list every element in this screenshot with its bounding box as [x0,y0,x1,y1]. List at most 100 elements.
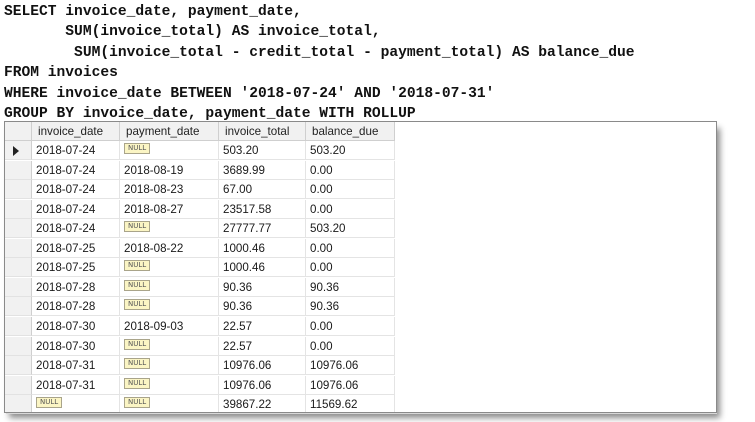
row-selector[interactable] [5,297,32,317]
cell-invoice-total[interactable]: 90.36 [219,297,306,317]
cell-payment-date[interactable]: NULL [120,395,219,412]
table-row[interactable]: 2018-07-24 2018-08-27 23517.58 0.00 [5,199,397,219]
cell-invoice-date[interactable]: 2018-07-30 [32,336,120,356]
cell-payment-date[interactable]: NULL [120,336,219,356]
cell-balance-due[interactable]: 10976.06 [306,356,395,376]
cell-invoice-total[interactable]: 10976.06 [219,356,306,376]
cell-balance-due[interactable]: 0.00 [306,199,395,219]
cell-balance-due[interactable]: 90.36 [306,297,395,317]
sql-line: GROUP BY invoice_date, payment_date WITH… [4,105,416,122]
results-grid[interactable]: invoice_date payment_date invoice_total … [4,121,717,413]
cell-balance-due[interactable]: 0.00 [306,316,395,336]
cell-invoice-date[interactable]: 2018-07-30 [32,316,120,336]
cell-invoice-total[interactable]: 90.36 [219,277,306,297]
table-row[interactable]: 2018-07-31 NULL 10976.06 10976.06 [5,375,397,395]
table-row[interactable]: 2018-07-30 2018-09-03 22.57 0.00 [5,316,397,336]
cell-payment-date[interactable]: 2018-08-22 [120,238,219,258]
row-selector[interactable] [5,180,32,200]
cell-balance-due[interactable]: 503.20 [306,219,395,239]
row-selector[interactable] [5,277,32,297]
cell-payment-date[interactable]: NULL [120,141,219,160]
null-badge: NULL [124,377,151,389]
table-row[interactable]: NULL NULL 39867.22 11569.62 [5,395,397,412]
null-badge: NULL [124,260,151,272]
sql-line: FROM invoices [4,65,118,82]
cell-payment-date[interactable]: NULL [120,297,219,317]
table-row[interactable]: 2018-07-31 NULL 10976.06 10976.06 [5,356,397,376]
cell-payment-date[interactable]: NULL [120,258,219,278]
cell-balance-due[interactable]: 11569.62 [306,395,395,412]
cell-invoice-total[interactable]: 1000.46 [219,258,306,278]
table-row[interactable]: 2018-07-24 2018-08-19 3689.99 0.00 [5,160,397,180]
row-selector[interactable] [5,316,32,336]
cell-balance-due[interactable]: 0.00 [306,180,395,200]
triangle-right-icon [13,146,19,156]
results-header-row: invoice_date payment_date invoice_total … [5,122,397,141]
table-row[interactable]: 2018-07-28 NULL 90.36 90.36 [5,277,397,297]
column-header-invoice-date[interactable]: invoice_date [32,122,120,141]
cell-invoice-date[interactable]: 2018-07-28 [32,277,120,297]
table-row[interactable]: 2018-07-24 NULL 27777.77 503.20 [5,219,397,239]
cell-balance-due[interactable]: 10976.06 [306,375,395,395]
table-row[interactable]: 2018-07-24 NULL 503.20 503.20 [5,141,397,160]
cell-invoice-date[interactable]: 2018-07-24 [32,160,120,180]
cell-invoice-date[interactable]: 2018-07-24 [32,199,120,219]
cell-balance-due[interactable]: 90.36 [306,277,395,297]
cell-balance-due[interactable]: 0.00 [306,336,395,356]
cell-invoice-date[interactable]: NULL [32,395,120,412]
table-row[interactable]: 2018-07-28 NULL 90.36 90.36 [5,297,397,317]
row-selector[interactable] [5,336,32,356]
cell-payment-date[interactable]: NULL [120,356,219,376]
cell-balance-due[interactable]: 0.00 [306,258,395,278]
null-badge: NULL [124,143,151,154]
cell-invoice-date[interactable]: 2018-07-24 [32,141,120,160]
row-selector[interactable] [5,375,32,395]
row-selector[interactable] [5,160,32,180]
cell-invoice-total[interactable]: 23517.58 [219,199,306,219]
cell-payment-date[interactable]: NULL [120,219,219,239]
cell-invoice-total[interactable]: 503.20 [219,141,306,160]
cell-invoice-total[interactable]: 22.57 [219,336,306,356]
cell-invoice-date[interactable]: 2018-07-28 [32,297,120,317]
cell-invoice-total[interactable]: 3689.99 [219,160,306,180]
cell-invoice-total[interactable]: 67.00 [219,180,306,200]
table-row[interactable]: 2018-07-25 2018-08-22 1000.46 0.00 [5,238,397,258]
row-header-corner[interactable] [5,122,32,141]
row-selector[interactable] [5,199,32,219]
cell-invoice-total[interactable]: 22.57 [219,316,306,336]
cell-invoice-total[interactable]: 1000.46 [219,238,306,258]
cell-invoice-date[interactable]: 2018-07-31 [32,375,120,395]
table-row[interactable]: 2018-07-30 NULL 22.57 0.00 [5,336,397,356]
table-row[interactable]: 2018-07-24 2018-08-23 67.00 0.00 [5,180,397,200]
cell-invoice-date[interactable]: 2018-07-31 [32,356,120,376]
cell-invoice-date[interactable]: 2018-07-25 [32,238,120,258]
cell-payment-date[interactable]: 2018-08-27 [120,199,219,219]
row-selector[interactable] [5,258,32,278]
cell-invoice-total[interactable]: 39867.22 [219,395,306,412]
row-selector[interactable] [5,238,32,258]
cell-balance-due[interactable]: 0.00 [306,160,395,180]
sql-query-editor[interactable]: SELECT invoice_date, payment_date, SUM(i… [4,2,635,124]
cell-payment-date[interactable]: 2018-09-03 [120,316,219,336]
cell-payment-date[interactable]: NULL [120,277,219,297]
cell-invoice-total[interactable]: 27777.77 [219,219,306,239]
cell-payment-date[interactable]: 2018-08-23 [120,180,219,200]
cell-invoice-total[interactable]: 10976.06 [219,375,306,395]
row-selector[interactable] [5,395,32,412]
null-badge: NULL [124,299,151,311]
column-header-invoice-total[interactable]: invoice_total [219,122,306,141]
null-badge: NULL [36,397,63,409]
column-header-balance-due[interactable]: balance_due [306,122,395,141]
cell-balance-due[interactable]: 503.20 [306,141,395,160]
row-selector[interactable] [5,356,32,376]
cell-invoice-date[interactable]: 2018-07-24 [32,219,120,239]
cell-invoice-date[interactable]: 2018-07-25 [32,258,120,278]
cell-payment-date[interactable]: 2018-08-19 [120,160,219,180]
column-header-payment-date[interactable]: payment_date [120,122,219,141]
cell-invoice-date[interactable]: 2018-07-24 [32,180,120,200]
cell-payment-date[interactable]: NULL [120,375,219,395]
cell-balance-due[interactable]: 0.00 [306,238,395,258]
row-selector[interactable] [5,219,32,239]
table-row[interactable]: 2018-07-25 NULL 1000.46 0.00 [5,258,397,278]
row-selector[interactable] [5,141,32,160]
